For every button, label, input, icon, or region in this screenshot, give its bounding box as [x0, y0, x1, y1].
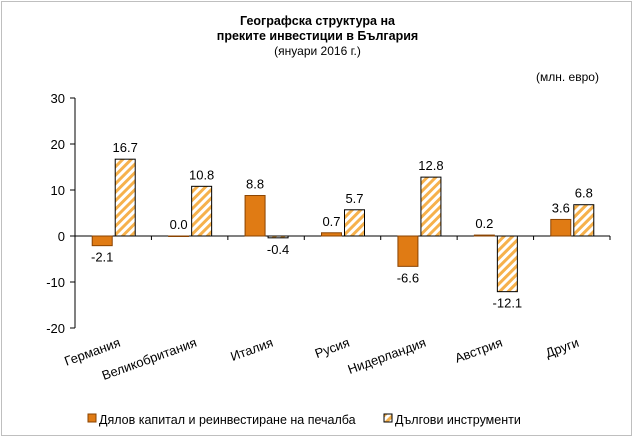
- bar-equity: [550, 218, 572, 237]
- bar-debt: [191, 185, 213, 237]
- bar-debt: [496, 235, 518, 293]
- y-tick-label: -20: [46, 321, 65, 336]
- bar-equity: [91, 235, 113, 247]
- y-tick-label: 0: [58, 229, 65, 244]
- category-label: Нидерландия: [346, 335, 428, 377]
- chart-title-line-2: преките инвестиции в България: [216, 29, 419, 43]
- data-label-equity: 0.7: [322, 214, 340, 229]
- bar-debt: [573, 204, 595, 237]
- data-label-debt: -12.1: [493, 296, 523, 311]
- bar-debt: [114, 158, 136, 237]
- chart-title-line-1: Географска структура на: [240, 14, 395, 28]
- legend-label-equity: Дялов капитал и реинвестиране на печалба: [99, 413, 356, 427]
- bar-equity: [168, 235, 190, 237]
- data-label-debt: 6.8: [575, 186, 593, 201]
- unit-label: (млн. евро): [536, 70, 599, 84]
- bar-equity: [473, 234, 495, 237]
- data-label-debt: 12.8: [418, 158, 443, 173]
- data-label-equity: -6.6: [397, 270, 419, 285]
- data-label-equity: 8.8: [246, 177, 264, 192]
- legend-label-debt: Дългови инструменти: [395, 413, 521, 427]
- bar-equity: [244, 195, 266, 237]
- bar-debt: [420, 176, 442, 237]
- y-tick-label: 20: [51, 137, 65, 152]
- data-label-equity: -2.1: [91, 250, 113, 265]
- bar-equity: [321, 232, 342, 237]
- y-tick-label: -10: [46, 275, 65, 290]
- y-tick-label: 30: [51, 91, 65, 106]
- data-label-debt: 10.8: [189, 167, 214, 182]
- chart-title-block: Географска структура на преките инвестиц…: [0, 14, 635, 59]
- category-label: Други: [543, 335, 580, 361]
- data-label-equity: 0.2: [475, 216, 493, 231]
- bar-debt: [267, 235, 289, 239]
- legend-swatch-debt: [383, 413, 393, 423]
- data-label-debt: 5.7: [345, 191, 363, 206]
- data-label-equity: 0.0: [170, 217, 188, 232]
- category-label: Австрия: [453, 335, 505, 366]
- bar-equity: [397, 235, 419, 267]
- data-label-debt: -0.4: [267, 242, 289, 257]
- category-label: Русия: [313, 335, 352, 361]
- y-tick-label: 10: [51, 183, 65, 198]
- data-label-equity: 3.6: [552, 200, 570, 215]
- chart-subtitle: (януари 2016 г.): [274, 44, 361, 58]
- bar-debt: [344, 209, 365, 237]
- data-label-debt: 16.7: [113, 140, 138, 155]
- legend-swatch-equity: [87, 413, 97, 423]
- category-label: Италия: [228, 335, 275, 364]
